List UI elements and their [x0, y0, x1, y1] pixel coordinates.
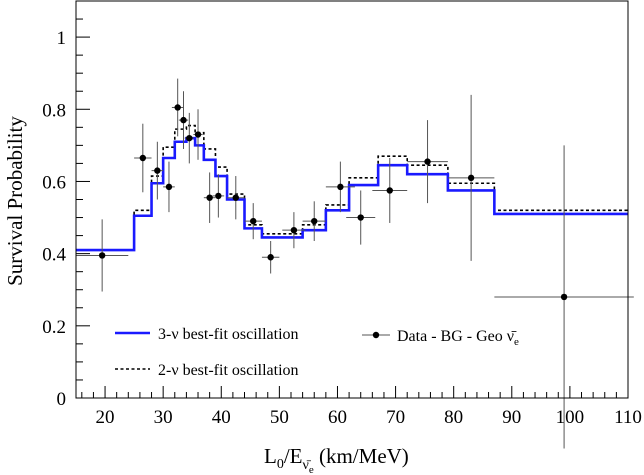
data-marker: [194, 131, 202, 138]
data-marker: [206, 194, 213, 201]
data-point: [346, 190, 376, 245]
data-point: [282, 212, 306, 249]
legend-label-data: Data - BG - Geo ν̄e: [397, 328, 519, 348]
x-tick-label: 60: [328, 407, 347, 428]
x-tick-label: 70: [386, 407, 405, 428]
data-point: [163, 161, 175, 213]
data-marker: [232, 194, 239, 201]
y-tick-label: 0.2: [42, 317, 66, 338]
series-layer: [76, 124, 628, 252]
x-tick-label: 50: [270, 407, 289, 428]
data-point: [178, 91, 189, 149]
x-tick-label: 40: [212, 407, 231, 428]
data-point: [325, 161, 355, 213]
data-marker: [139, 154, 147, 162]
data-point: [134, 123, 152, 193]
y-tick-label: 0: [57, 389, 67, 410]
data-marker: [180, 116, 187, 124]
three-nu-fit-line: [76, 136, 628, 252]
data-marker: [250, 217, 257, 225]
legend-label-two-nu: 2-ν best-fit oscillation: [158, 362, 299, 379]
x-tick-label: 30: [154, 407, 173, 428]
data-marker: [215, 192, 222, 200]
data-marker: [424, 158, 431, 165]
x-tick-label: 100: [556, 407, 585, 428]
data-marker: [98, 252, 106, 259]
x-tick-label: 20: [96, 407, 115, 428]
legend-swatch-data-marker: [372, 331, 380, 339]
data-point: [447, 94, 495, 261]
data-point: [302, 201, 326, 242]
x-tick-label: 110: [614, 407, 642, 428]
data-point: [151, 141, 164, 200]
data-point: [76, 219, 129, 292]
data-points-layer: [76, 78, 634, 449]
data-point: [227, 176, 245, 220]
data-marker: [290, 226, 298, 234]
data-marker: [174, 104, 181, 111]
data-marker: [337, 183, 344, 191]
x-tick-label: 90: [502, 407, 521, 428]
legend: 3-ν best-fit oscillation 2-ν best-fit osc…: [115, 326, 519, 379]
y-tick-label: 1: [57, 28, 67, 49]
data-point: [494, 145, 634, 449]
two-nu-fit-line: [76, 124, 628, 251]
axis-ticks: 20 30 40 50 60 70 80 90 100 110 0 0.2 0.4 0.6 0.8 1: [42, 18, 642, 428]
x-axis-title: L0/Eν̄e (km/MeV): [264, 444, 409, 475]
data-point: [372, 157, 408, 223]
data-point: [261, 241, 280, 274]
data-marker: [165, 183, 173, 191]
x-tick-label: 80: [444, 407, 463, 428]
y-tick-label: 0.6: [42, 172, 66, 193]
data-marker: [467, 174, 475, 182]
data-point: [193, 109, 203, 160]
data-point: [212, 174, 225, 218]
data-marker: [386, 187, 393, 194]
data-marker: [560, 293, 568, 301]
data-point: [244, 203, 262, 240]
data-marker: [154, 167, 161, 174]
data-marker: [186, 134, 193, 142]
data-marker: [311, 217, 318, 225]
data-marker: [357, 214, 364, 221]
y-tick-label: 0.4: [42, 245, 66, 266]
legend-label-three-nu: 3-ν best-fit oscillation: [158, 326, 299, 343]
data-marker: [267, 254, 274, 261]
data-point: [407, 120, 448, 204]
data-point: [184, 112, 194, 164]
data-point: [203, 172, 216, 223]
data-point: [171, 78, 184, 137]
y-tick-label: 0.8: [42, 100, 66, 121]
y-axis-title: Survival Probability: [3, 116, 27, 286]
